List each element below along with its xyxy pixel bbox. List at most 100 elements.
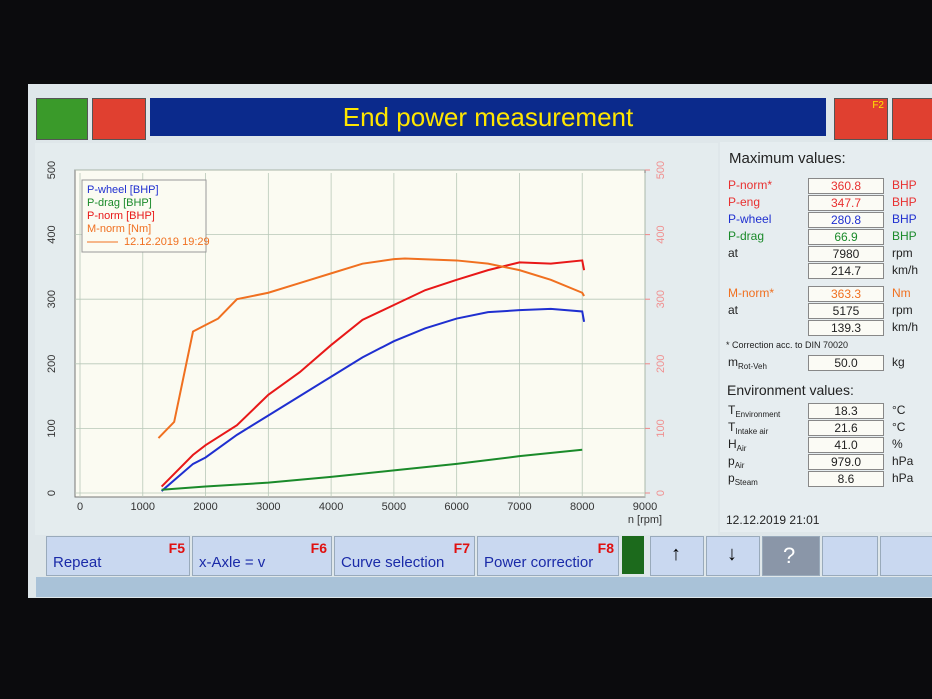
legend-entry: P-drag [BHP] xyxy=(87,197,152,209)
button-key: F7 xyxy=(453,540,470,556)
button-key: F5 xyxy=(168,540,185,556)
row-label: P-eng xyxy=(728,195,761,209)
up-button[interactable]: ↑ xyxy=(650,536,704,576)
x-tick-label: 7000 xyxy=(507,501,531,513)
row-unit: Nm xyxy=(892,286,911,300)
x-tick-label: 1000 xyxy=(131,501,155,513)
row-unit: km/h xyxy=(892,320,919,334)
f2-icon[interactable]: F2 xyxy=(834,98,888,140)
row-unit: km/h xyxy=(892,263,919,277)
down-button[interactable]: ↓ xyxy=(706,536,760,576)
row-unit: % xyxy=(892,437,903,451)
row-unit: BHP xyxy=(892,178,917,192)
row-unit: °C xyxy=(892,420,906,434)
y2-tick-label: 400 xyxy=(655,225,667,243)
x-tick-label: 8000 xyxy=(570,501,594,513)
y-tick-label: 200 xyxy=(46,355,58,373)
ok-icon[interactable] xyxy=(36,98,88,140)
button-label: Power correctior xyxy=(484,554,594,571)
row-unit: °C xyxy=(892,403,906,417)
function-button[interactable]: Curve selection F7 xyxy=(334,536,475,576)
row-unit: hPa xyxy=(892,454,914,468)
row-label: P-norm* xyxy=(728,178,773,192)
x-axis-label: n [rpm] xyxy=(628,514,662,526)
x-tick-label: 9000 xyxy=(633,501,657,513)
row-label: mRot-Veh xyxy=(728,355,767,371)
x-tick-label: 3000 xyxy=(256,501,280,513)
row-label: TEnvironment xyxy=(728,403,781,419)
legend-entry: P-norm [BHP] xyxy=(87,210,155,222)
row-sub: Environment xyxy=(735,410,781,419)
row-label: TIntake air xyxy=(728,420,769,436)
note: * Correction acc. to DIN 70020 xyxy=(726,340,849,350)
button-label: x-Axle = v xyxy=(199,554,266,571)
row-sub: Air xyxy=(736,444,747,453)
date: 12.12.2019 21:01 xyxy=(726,513,820,527)
legend-entry: M-norm [Nm] xyxy=(87,223,151,235)
button-label: Repeat xyxy=(53,554,102,571)
taskbar xyxy=(36,577,932,597)
y2-tick-label: 200 xyxy=(655,355,667,373)
row-unit: rpm xyxy=(892,303,913,317)
x-tick-label: 5000 xyxy=(382,501,406,513)
function-button[interactable]: Power correctior F8 xyxy=(477,536,619,576)
series-line xyxy=(160,259,586,488)
row-label: HAir xyxy=(728,437,747,453)
row-value: 280.8 xyxy=(808,212,884,228)
row-unit: BHP xyxy=(892,229,917,243)
y2-tick-label: 100 xyxy=(655,419,667,437)
print-button[interactable] xyxy=(822,536,878,576)
button-key: F6 xyxy=(310,540,327,556)
row-label: at xyxy=(728,246,739,260)
row-label: pAir xyxy=(728,454,745,470)
title-bar: End power measurement xyxy=(150,98,826,136)
brake-icon[interactable] xyxy=(892,98,932,140)
y2-tick-label: 500 xyxy=(655,161,667,179)
row-sub: Steam xyxy=(734,478,758,487)
series-line xyxy=(160,307,586,492)
row-value: 8.6 xyxy=(808,471,884,487)
row-unit: kg xyxy=(892,355,905,369)
row-unit: rpm xyxy=(892,246,913,260)
engine-icon[interactable] xyxy=(92,98,146,140)
level-indicator xyxy=(622,536,644,574)
row-unit: hPa xyxy=(892,471,914,485)
x-tick-label: 0 xyxy=(77,501,83,513)
x-tick-label: 6000 xyxy=(444,501,468,513)
row-value: 360.8 xyxy=(808,178,884,194)
row-value: 50.0 xyxy=(808,355,884,371)
legend-entry: P-wheel [BHP] xyxy=(87,184,159,196)
button-label: Curve selection xyxy=(341,554,445,571)
row-sub: Rot-Veh xyxy=(738,362,767,371)
row-value: 41.0 xyxy=(808,437,884,453)
exit-button[interactable] xyxy=(880,536,932,576)
row-label: P-drag xyxy=(728,229,765,243)
function-button[interactable]: Repeat F5 xyxy=(46,536,190,576)
button-key: F8 xyxy=(597,540,614,556)
y-tick-label: 0 xyxy=(46,490,58,496)
row-value: 5175 xyxy=(808,303,884,319)
row-value: 66.9 xyxy=(808,229,884,245)
row-value: 979.0 xyxy=(808,454,884,470)
row-unit: BHP xyxy=(892,195,917,209)
row-value: 363.3 xyxy=(808,286,884,302)
row-value: 347.7 xyxy=(808,195,884,211)
y-tick-label: 500 xyxy=(46,161,58,179)
row-value: 21.6 xyxy=(808,420,884,436)
function-button[interactable]: x-Axle = v F6 xyxy=(192,536,332,576)
row-sub: Air xyxy=(734,461,745,470)
row-unit: BHP xyxy=(892,212,917,226)
legend-date: 12.12.2019 19:29 xyxy=(124,236,210,248)
values-panel: Maximum values: P-norm* 360.8 BHP P-eng 347.7… xyxy=(720,142,932,532)
row-label: pSteam xyxy=(728,471,758,487)
y2-tick-label: 0 xyxy=(655,490,667,496)
y-tick-label: 100 xyxy=(46,419,58,437)
x-tick-label: 4000 xyxy=(319,501,343,513)
help-button[interactable]: ? xyxy=(762,536,820,576)
panel-title: Maximum values: xyxy=(729,150,846,167)
row-label: at xyxy=(728,303,739,317)
y2-tick-label: 300 xyxy=(655,290,667,308)
y-tick-label: 300 xyxy=(46,290,58,308)
